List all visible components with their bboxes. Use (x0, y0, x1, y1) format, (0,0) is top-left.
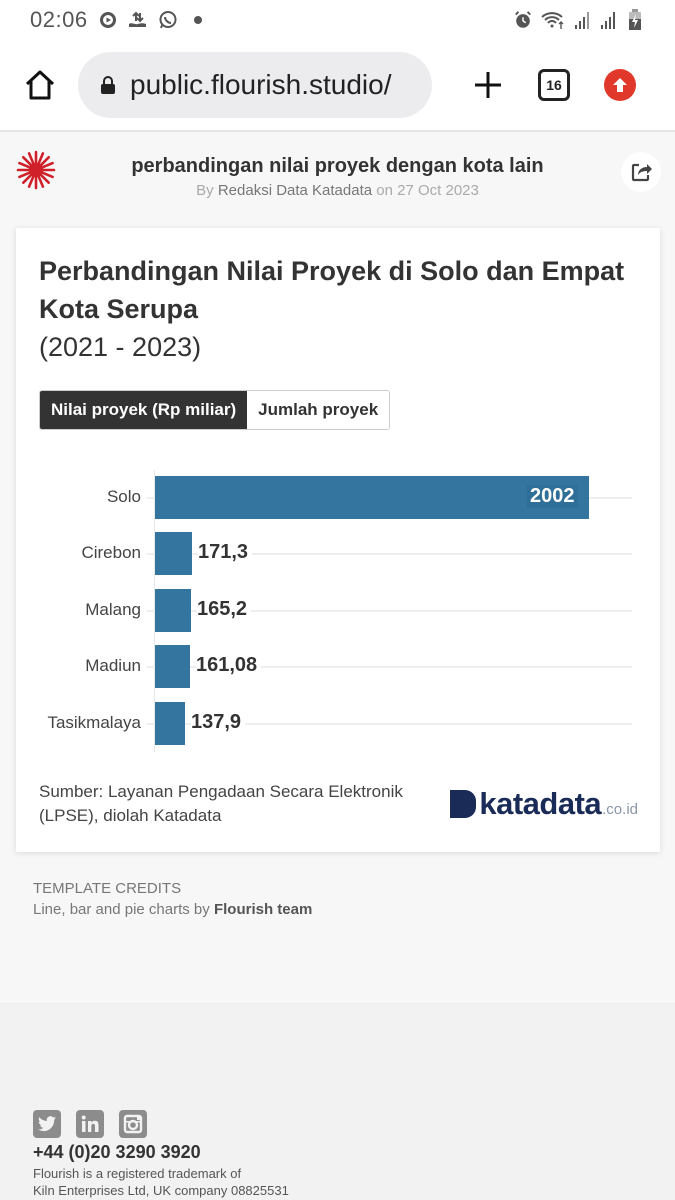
bar[interactable] (155, 532, 192, 575)
whatsapp-icon (158, 10, 178, 30)
alarm-icon (513, 10, 533, 30)
flourish-team-link[interactable]: Flourish team (213, 901, 313, 918)
chart-title: Perbandingan Nilai Proyek di Solo dan Em… (39, 256, 625, 324)
date-prefix: on (372, 182, 398, 199)
template-credits: TEMPLATE CREDITS Line, bar and pie chart… (16, 852, 659, 920)
status-bar: 02:06 (0, 0, 675, 40)
tab-switcher-button[interactable]: 16 (538, 69, 570, 101)
metric-toggle: Nilai proyek (Rp miliar) Jumlah proyek (39, 390, 391, 430)
bar[interactable] (155, 589, 191, 632)
share-button[interactable] (621, 152, 661, 192)
data-transfer-icon (128, 10, 148, 30)
home-button[interactable] (18, 63, 62, 107)
legal-line-1: Flourish is a registered trademark of (33, 1166, 242, 1181)
instagram-icon[interactable] (119, 1110, 147, 1138)
arrow-up-icon (613, 78, 627, 92)
signal-icon (599, 10, 619, 30)
gridline (147, 610, 632, 612)
toggle-jumlah-proyek[interactable]: Jumlah proyek (247, 391, 390, 429)
content-area: Perbandingan Nilai Proyek di Solo dan Em… (0, 220, 675, 1003)
dot-icon (188, 10, 208, 30)
byline-prefix: By (196, 182, 218, 199)
credits-text: Line, bar and pie charts by Flourish tea… (33, 899, 642, 920)
category-label: Madiun (85, 656, 141, 675)
wifi-icon (539, 10, 567, 30)
social-links (33, 1110, 642, 1138)
bar[interactable] (155, 476, 589, 519)
value-label: 161,08 (196, 654, 262, 677)
logo-tld: .co.id (602, 801, 638, 818)
url-bar[interactable]: public.flourish.studio/ (78, 52, 432, 118)
twitter-icon[interactable] (33, 1110, 61, 1138)
author-link[interactable]: Redaksi Data Katadata (217, 182, 373, 199)
category-label: Cirebon (81, 543, 141, 562)
logo-name: katadata (479, 786, 602, 821)
value-label: 165,2 (197, 598, 252, 621)
gridline (147, 553, 632, 555)
credits-prefix: Line, bar and pie charts by (33, 901, 214, 918)
home-icon (25, 70, 55, 100)
url-text: public.flourish.studio/ (130, 69, 392, 100)
share-icon (631, 163, 652, 182)
category-label: Solo (106, 487, 141, 506)
site-footer: +44 (0)20 3290 3920 Flourish is a regist… (0, 1003, 675, 1200)
contact-phone[interactable]: +44 (0)20 3290 3920 (33, 1142, 201, 1162)
bar-row-malang: Malang 165,2 (39, 589, 637, 632)
katadata-sunburst-logo-icon (16, 150, 56, 190)
gridline (147, 666, 632, 668)
bar-row-tasikmalaya: Tasikmalaya 137,9 (39, 702, 637, 745)
bar-chart: Solo 2002 Cirebon 171,3 Malang 165,2 Mad… (39, 462, 637, 752)
credits-heading: TEMPLATE CREDITS (33, 880, 182, 897)
bar-row-madiun: Madiun 161,08 (39, 645, 637, 688)
toggle-nilai-proyek[interactable]: Nilai proyek (Rp miliar) (40, 391, 248, 429)
category-label: Malang (85, 600, 141, 619)
publish-date: 27 Oct 2023 (397, 182, 479, 199)
legal-line-2: Kiln Enterprises Ltd, UK company 0882553… (33, 1183, 289, 1198)
signal-icon (573, 10, 593, 30)
linkedin-icon[interactable] (76, 1110, 104, 1138)
gridline (147, 723, 632, 725)
value-label: 137,9 (191, 711, 246, 734)
bar[interactable] (155, 702, 185, 745)
lock-icon (100, 75, 116, 95)
battery-charging-icon (625, 9, 645, 30)
chart-subtitle: (2021 - 2023) (39, 332, 202, 362)
chart-card: Perbandingan Nilai Proyek di Solo dan Em… (16, 228, 660, 852)
media-record-icon (98, 10, 118, 30)
story-title: perbandingan nilai proyek dengan kota la… (131, 155, 544, 177)
new-tab-button[interactable] (466, 63, 510, 107)
bar-row-cirebon: Cirebon 171,3 (39, 532, 637, 575)
story-header: perbandingan nilai proyek dengan kota la… (0, 132, 675, 220)
update-button[interactable] (604, 69, 636, 101)
katadata-logo[interactable]: katadata .co.id (450, 786, 638, 822)
katadata-d-icon (450, 790, 477, 818)
source-note: Sumber: Layanan Pengadaan Secara Elektro… (39, 782, 403, 825)
category-label: Tasikmalaya (47, 713, 141, 732)
bar-row-solo: Solo 2002 (39, 476, 637, 519)
value-label: 2002 (527, 485, 578, 508)
bar[interactable] (155, 645, 190, 688)
byline: By Redaksi Data Katadata on 27 Oct 2023 (0, 182, 675, 199)
value-label: 171,3 (198, 541, 253, 564)
status-time: 02:06 (30, 7, 88, 32)
browser-toolbar: public.flourish.studio/ 16 (0, 40, 675, 132)
plus-icon (475, 72, 501, 98)
